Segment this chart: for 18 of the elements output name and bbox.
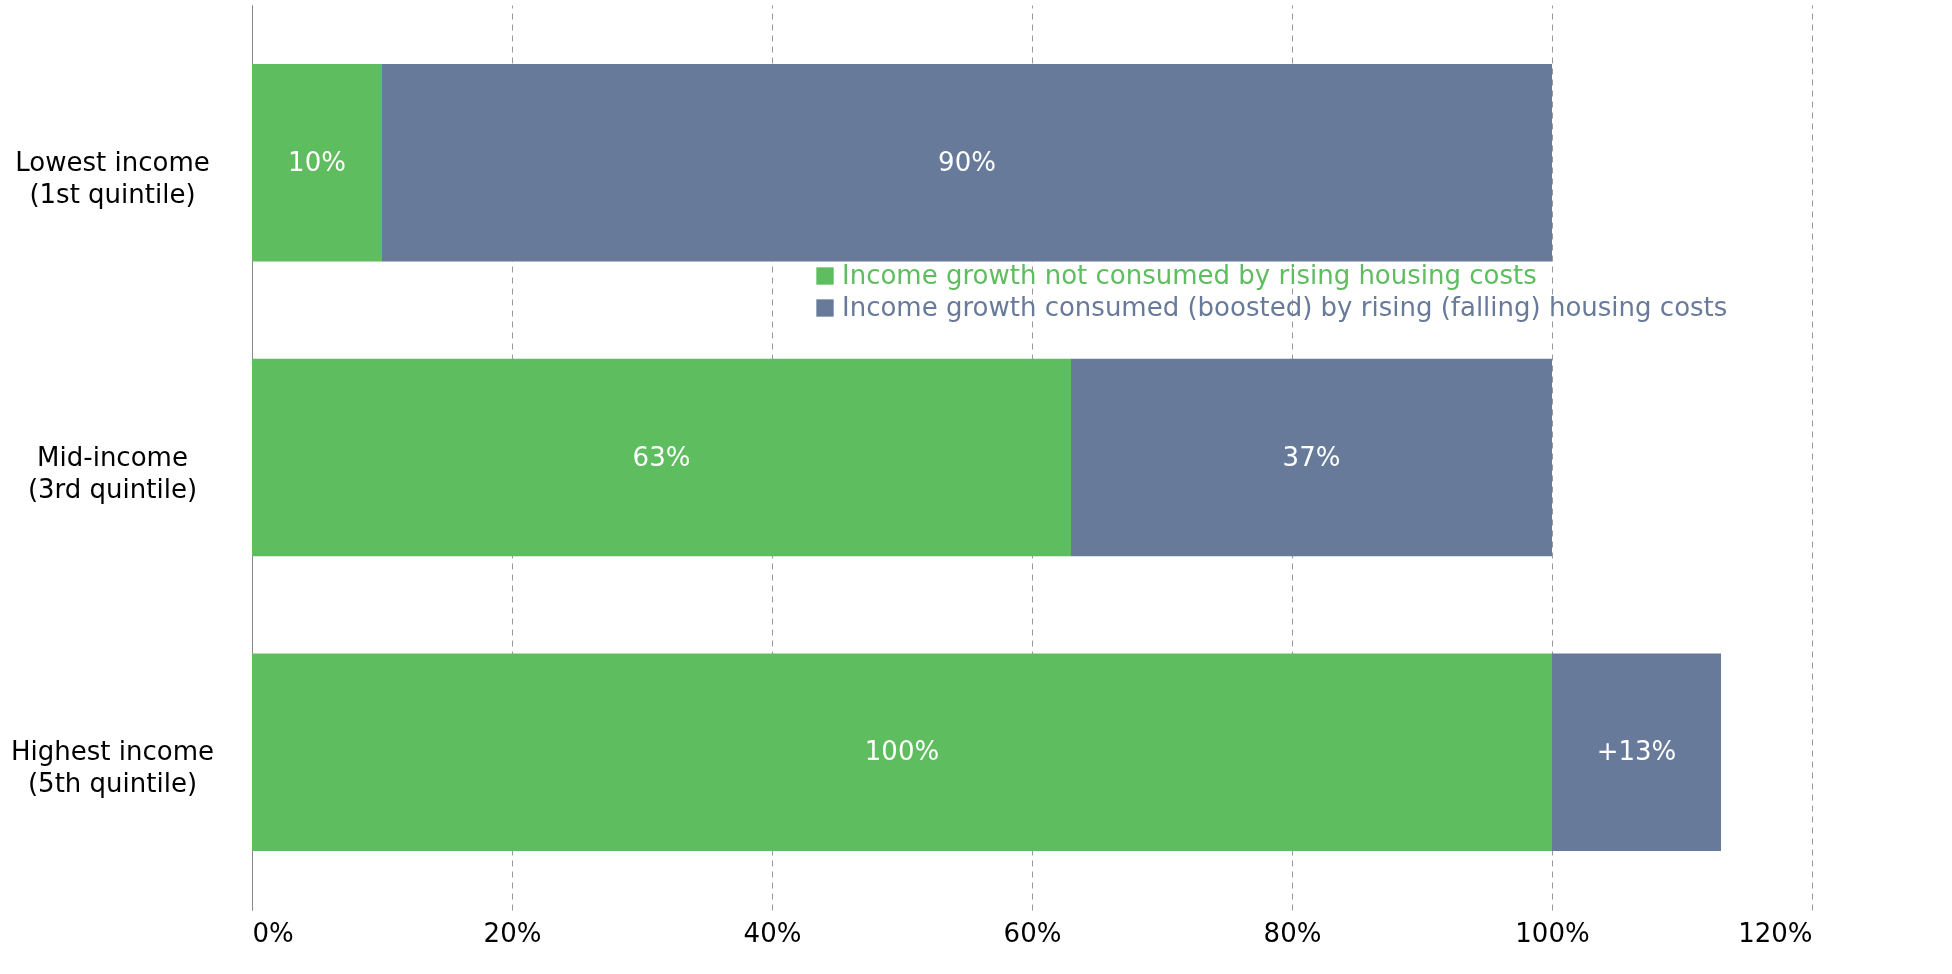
x-tick-label: 20%: [483, 917, 542, 948]
legend-label: Income growth consumed (boosted) by rising (falling) housing costs: [842, 292, 1728, 322]
data-label: 90%: [938, 146, 996, 177]
x-tick-label: 60%: [1003, 917, 1062, 948]
data-label: 10%: [288, 146, 346, 177]
x-tick-label: 80%: [1263, 917, 1322, 948]
data-label: 100%: [864, 736, 940, 767]
legend-label: Income growth not consumed by rising housing costs: [842, 260, 1537, 290]
x-tick-label: 100%: [1515, 917, 1590, 948]
x-tick-label: 120%: [1738, 917, 1813, 948]
y-tick-label: Highest income (5th quintile): [11, 736, 214, 799]
y-tick-label: Mid-income (3rd quintile): [27, 441, 198, 504]
x-tick-label: 40%: [743, 917, 802, 948]
y-tick-label: Lowest income (1st quintile): [15, 146, 210, 209]
data-label: 63%: [632, 441, 691, 472]
x-tick-label: 0%: [252, 917, 294, 948]
data-label: 37%: [1282, 441, 1341, 472]
data-label: +13%: [1596, 736, 1677, 767]
